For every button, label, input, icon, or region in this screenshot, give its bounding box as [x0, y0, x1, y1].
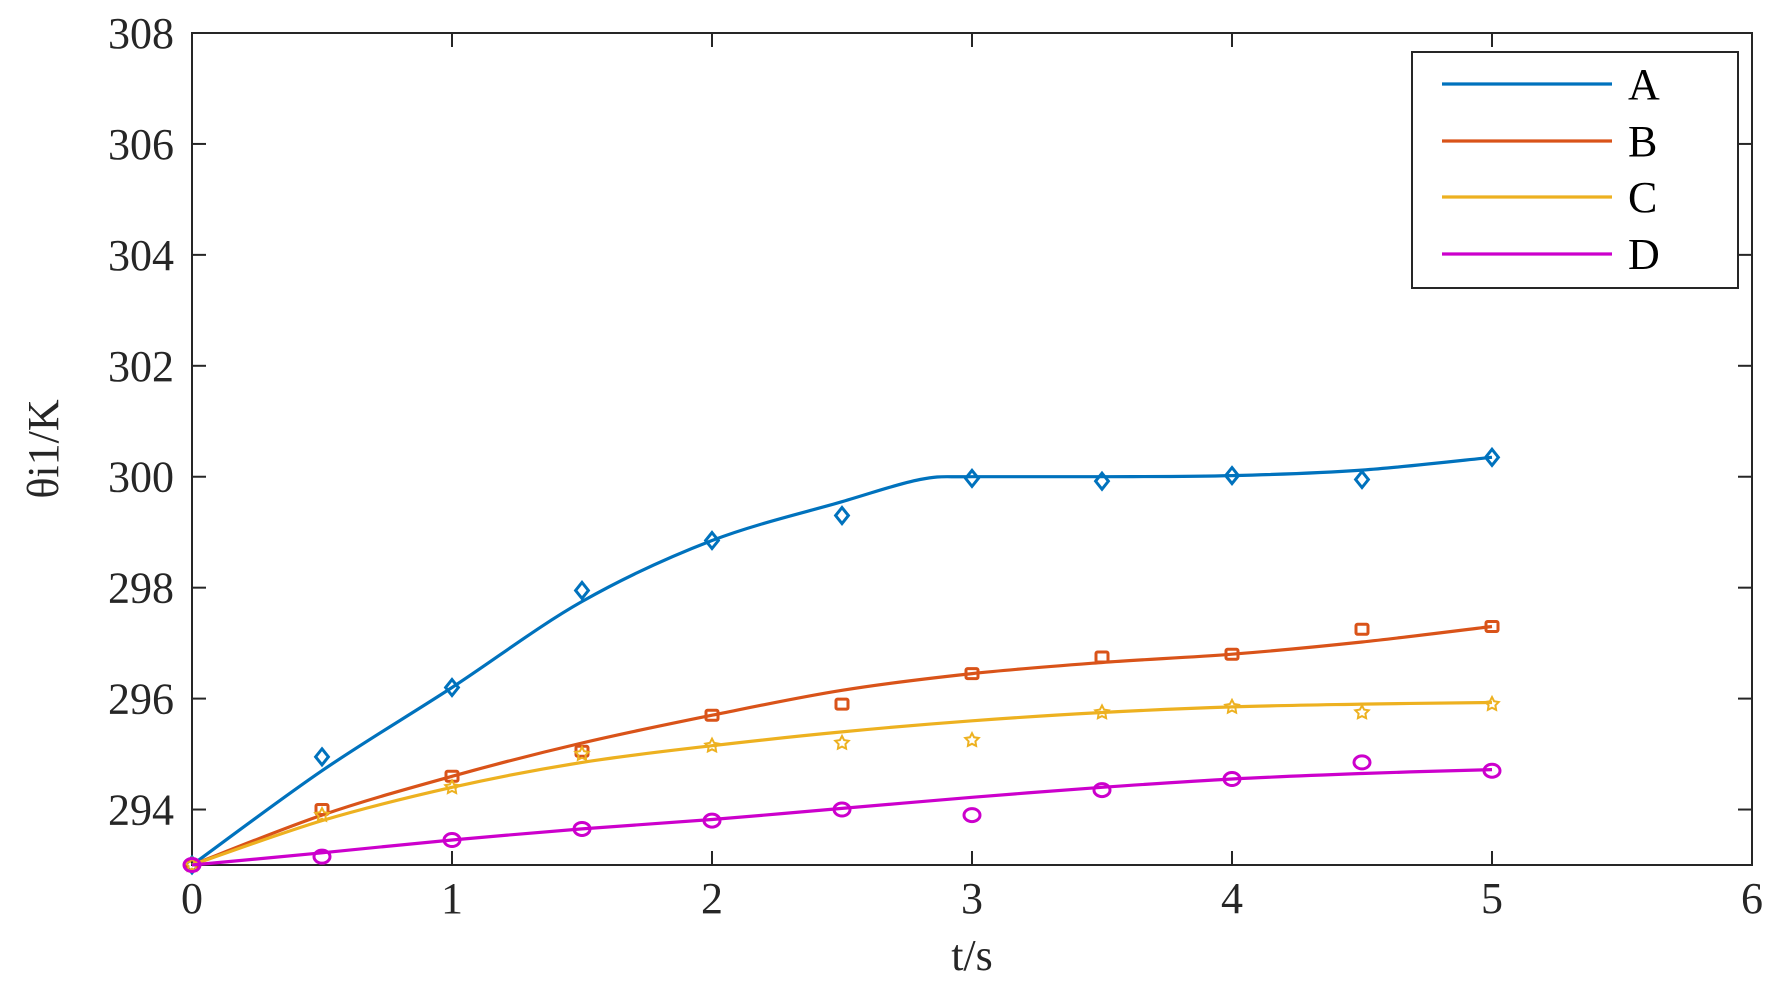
series-C: [183, 694, 1501, 873]
y-tick-label: 306: [108, 120, 174, 169]
data-point-D: [1222, 771, 1242, 788]
data-point-C: [1223, 697, 1241, 715]
legend-label-C: C: [1628, 173, 1657, 222]
series-line-C: [191, 700, 1493, 867]
data-point-A: [1093, 470, 1111, 492]
tick-labels: 0 1 2 3 4 5 6 294 296 298 300 302 304 306 308: [108, 9, 1763, 923]
data-point-B: [314, 803, 330, 817]
data-point-C: [313, 805, 331, 823]
y-tick-label: 308: [108, 9, 174, 58]
x-tick-label: 0: [181, 874, 203, 923]
data-point-D: [442, 832, 462, 849]
y-tick-label: 296: [108, 675, 174, 724]
data-point-C: [1093, 703, 1111, 720]
x-tick-label: 6: [1741, 874, 1763, 923]
axis-ticks: [191, 32, 1753, 865]
series-layer: [182, 446, 1502, 876]
data-point-D: [702, 812, 722, 829]
y-tick-label: 302: [108, 342, 174, 391]
data-point-A: [313, 746, 331, 768]
data-point-A: [703, 530, 721, 551]
data-point-D: [572, 820, 592, 837]
legend-label-B: B: [1628, 117, 1657, 166]
data-point-B: [1094, 650, 1110, 664]
data-point-C: [963, 731, 981, 748]
data-point-D: [1482, 762, 1502, 779]
y-axis-label: θi1/K: [19, 399, 68, 499]
data-point-B: [1224, 647, 1240, 661]
x-tick-label: 5: [1481, 874, 1503, 923]
x-tick-label: 2: [701, 874, 723, 923]
series-D: [182, 754, 1502, 873]
data-point-A: [1223, 465, 1241, 487]
data-point-C: [1483, 694, 1501, 712]
data-point-D: [182, 857, 202, 873]
data-point-C: [183, 855, 201, 873]
series-line-A: [191, 455, 1493, 867]
data-point-B: [1484, 619, 1500, 633]
data-point-D: [312, 848, 332, 865]
y-tick-label: 300: [108, 453, 174, 502]
data-point-A: [443, 677, 461, 698]
x-axis-label: t/s: [951, 931, 993, 980]
data-point-B: [704, 708, 720, 722]
data-point-A: [833, 505, 851, 526]
x-tick-label: 3: [961, 874, 983, 923]
x-tick-label: 1: [441, 874, 463, 923]
data-point-C: [833, 733, 851, 751]
data-point-A: [1353, 469, 1371, 490]
data-point-D: [832, 801, 852, 818]
legend-label-A: A: [1628, 60, 1660, 109]
series-line-B: [191, 624, 1493, 867]
data-point-C: [703, 736, 721, 754]
legend-label-D: D: [1628, 230, 1660, 279]
y-tick-label: 304: [108, 231, 174, 280]
y-tick-label: 298: [108, 564, 174, 613]
data-point-B: [834, 697, 850, 711]
data-point-A: [1483, 446, 1501, 468]
data-point-B: [1354, 622, 1370, 636]
x-tick-label: 4: [1221, 874, 1243, 923]
data-point-A: [963, 467, 981, 489]
y-tick-label: 294: [108, 786, 174, 835]
data-point-C: [443, 778, 461, 795]
data-point-C: [1353, 703, 1371, 720]
data-point-D: [1352, 754, 1372, 771]
data-point-B: [964, 667, 980, 681]
data-point-D: [1092, 782, 1112, 799]
legend-box: [1411, 51, 1739, 289]
series-line-D: [191, 768, 1493, 867]
data-point-C: [573, 744, 591, 762]
data-point-A: [573, 580, 591, 601]
data-point-D: [962, 807, 982, 824]
